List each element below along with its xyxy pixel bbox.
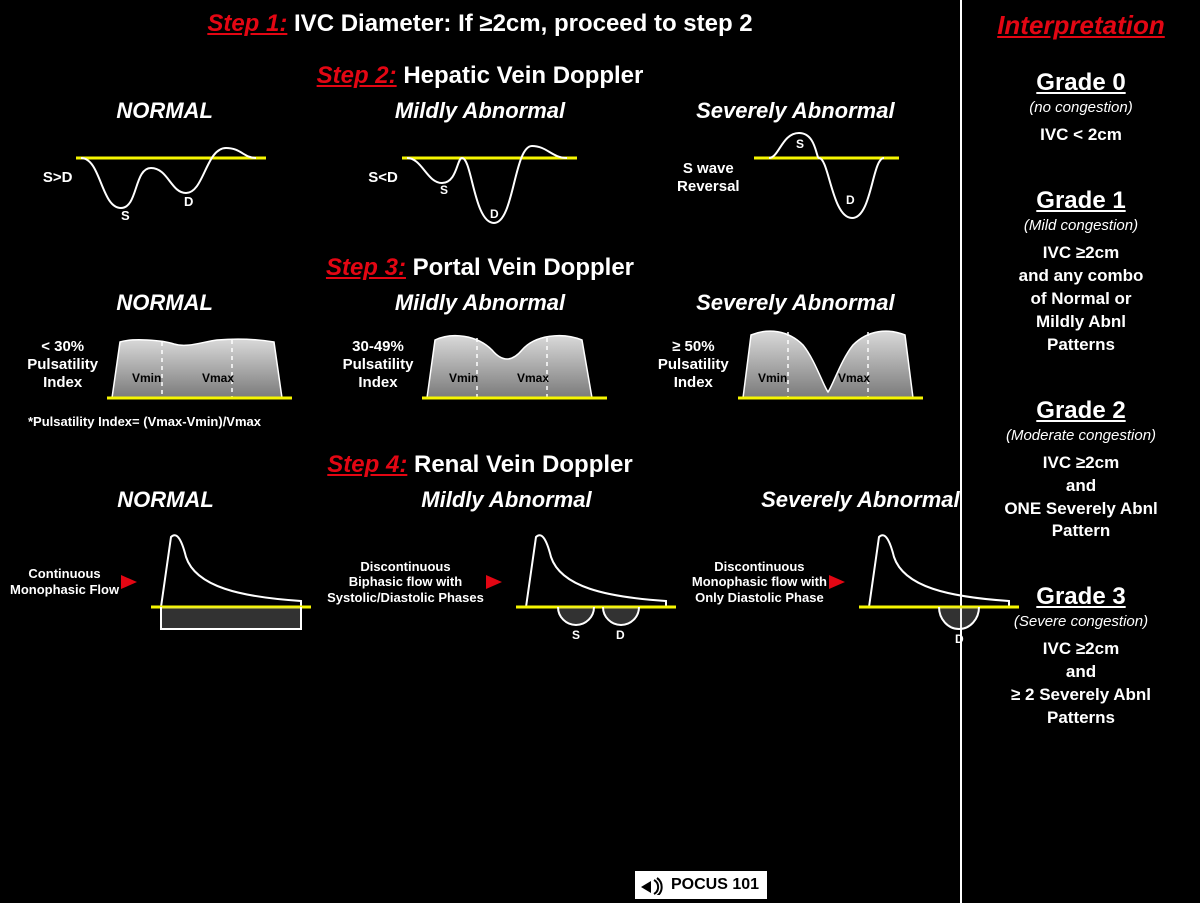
pocus-badge: POCUS 101 (635, 871, 767, 899)
step1-label: Step 1: (207, 10, 287, 37)
hepatic-severe-side: S wave Reversal (677, 160, 740, 196)
hepatic-normal-wave: S D (76, 128, 286, 228)
portal-mild-cell: Mildly Abnormal 30-49% Pulsatility Index… (325, 290, 634, 410)
renal-normal-wave (141, 517, 321, 647)
svg-text:Vmin: Vmin (132, 371, 161, 385)
megaphone-icon (639, 875, 665, 895)
step3-row: NORMAL < 30% Pulsatility Index Vmin Vmax (10, 290, 950, 410)
hepatic-normal-side: S>D (43, 169, 73, 187)
renal-mild-title: Mildly Abnormal (327, 487, 686, 513)
grade-0-title: Grade 0 (970, 69, 1192, 97)
svg-text:D: D (846, 193, 855, 207)
grade-0-sub: (no congestion) (970, 99, 1192, 116)
step1-heading: Step 1: IVC Diameter: If ≥2cm, proceed t… (10, 10, 950, 38)
svg-text:D: D (955, 632, 964, 646)
hepatic-normal-title: NORMAL (10, 98, 319, 124)
step3-label: Step 3: (326, 254, 406, 281)
step2-heading: Step 2: Hepatic Vein Doppler (10, 62, 950, 90)
renal-severe-wave: D (849, 517, 1029, 647)
hepatic-severe-title: Severely Abnormal (641, 98, 950, 124)
hepatic-mild-side: S<D (368, 169, 398, 187)
svg-text:Vmin: Vmin (449, 371, 478, 385)
grade-1-sub: (Mild congestion) (970, 217, 1192, 234)
grade-2-title: Grade 2 (970, 397, 1192, 425)
step4-heading: Step 4: Renal Vein Doppler (10, 451, 950, 479)
pocus-badge-text: POCUS 101 (671, 876, 759, 894)
portal-mild-wave: Vmin Vmax (417, 320, 617, 410)
step2-section: Step 2: Hepatic Vein Doppler NORMAL S>D … (10, 62, 950, 228)
sidebar-heading: Interpretation (970, 10, 1192, 41)
arrow-icon (486, 575, 502, 589)
hepatic-mild-wave: S D (402, 128, 592, 228)
portal-severe-cell: Severely Abnormal ≥ 50% Pulsatility Inde… (641, 290, 950, 410)
step4-section: Step 4: Renal Vein Doppler NORMAL Contin… (10, 451, 950, 647)
step1-text: IVC Diameter: If ≥2cm, proceed to step 2 (294, 10, 753, 37)
step2-title: Hepatic Vein Doppler (403, 62, 643, 89)
hepatic-normal-cell: NORMAL S>D S D (10, 98, 319, 228)
portal-severe-wave: Vmin Vmax (733, 320, 933, 410)
portal-normal-side: < 30% Pulsatility Index (27, 338, 98, 392)
hepatic-mild-cell: Mildly Abnormal S<D S D (325, 98, 634, 228)
arrow-icon (829, 575, 845, 589)
hepatic-mild-title: Mildly Abnormal (325, 98, 634, 124)
renal-severe-title: Severely Abnormal (692, 487, 1029, 513)
portal-normal-wave: Vmin Vmax (102, 320, 302, 410)
grade-0: Grade 0 (no congestion) IVC < 2cm (970, 69, 1192, 147)
svg-text:S: S (121, 208, 130, 223)
step3-section: Step 3: Portal Vein Doppler NORMAL < 30%… (10, 254, 950, 429)
svg-text:S: S (796, 137, 804, 151)
renal-mild-caption: Discontinuous Biphasic flow with Systoli… (327, 559, 484, 606)
svg-text:Vmax: Vmax (838, 371, 870, 385)
grade-3-body: IVC ≥2cm and ≥ 2 Severely Abnl Patterns (970, 638, 1192, 730)
renal-severe-caption: Discontinuous Monophasic flow with Only … (692, 559, 827, 606)
grade-0-body: IVC < 2cm (970, 124, 1192, 147)
renal-normal-title: NORMAL (10, 487, 321, 513)
grade-1-body: IVC ≥2cm and any combo of Normal or Mild… (970, 242, 1192, 357)
renal-severe-cell: Severely Abnormal Discontinuous Monophas… (692, 487, 1029, 647)
step4-row: NORMAL Continuous Monophasic Flow Mildly… (10, 487, 950, 647)
hepatic-severe-wave: S D (744, 128, 914, 228)
svg-text:D: D (184, 194, 193, 209)
svg-text:Vmax: Vmax (202, 371, 234, 385)
step3-heading: Step 3: Portal Vein Doppler (10, 254, 950, 282)
svg-text:D: D (616, 628, 625, 642)
portal-normal-title: NORMAL (10, 290, 319, 316)
svg-text:D: D (490, 207, 499, 221)
renal-normal-caption: Continuous Monophasic Flow (10, 566, 119, 597)
renal-mild-cell: Mildly Abnormal Discontinuous Biphasic f… (327, 487, 686, 647)
step3-title: Portal Vein Doppler (413, 254, 634, 281)
grade-1-title: Grade 1 (970, 187, 1192, 215)
step2-label: Step 2: (317, 62, 397, 89)
grade-2-sub: (Moderate congestion) (970, 427, 1192, 444)
grade-1: Grade 1 (Mild congestion) IVC ≥2cm and a… (970, 187, 1192, 357)
step2-row: NORMAL S>D S D Mildly Abnormal S<D (10, 98, 950, 228)
step4-label: Step 4: (327, 451, 407, 478)
portal-mild-side: 30-49% Pulsatility Index (343, 338, 414, 392)
portal-severe-title: Severely Abnormal (641, 290, 950, 316)
step4-title: Renal Vein Doppler (414, 451, 633, 478)
svg-text:S: S (572, 628, 580, 642)
arrow-icon (121, 575, 137, 589)
interpretation-sidebar: Interpretation Grade 0 (no congestion) I… (960, 0, 1200, 903)
svg-text:S: S (440, 183, 448, 197)
portal-mild-title: Mildly Abnormal (325, 290, 634, 316)
portal-normal-cell: NORMAL < 30% Pulsatility Index Vmin Vmax (10, 290, 319, 410)
renal-mild-wave: S D (506, 517, 686, 647)
main-panel: Step 1: IVC Diameter: If ≥2cm, proceed t… (0, 0, 960, 903)
pulsatility-footnote: *Pulsatility Index= (Vmax-Vmin)/Vmax (28, 414, 950, 429)
svg-text:Vmin: Vmin (758, 371, 787, 385)
portal-severe-side: ≥ 50% Pulsatility Index (658, 338, 729, 392)
renal-normal-cell: NORMAL Continuous Monophasic Flow (10, 487, 321, 647)
svg-text:Vmax: Vmax (517, 371, 549, 385)
hepatic-severe-cell: Severely Abnormal S wave Reversal S D (641, 98, 950, 228)
